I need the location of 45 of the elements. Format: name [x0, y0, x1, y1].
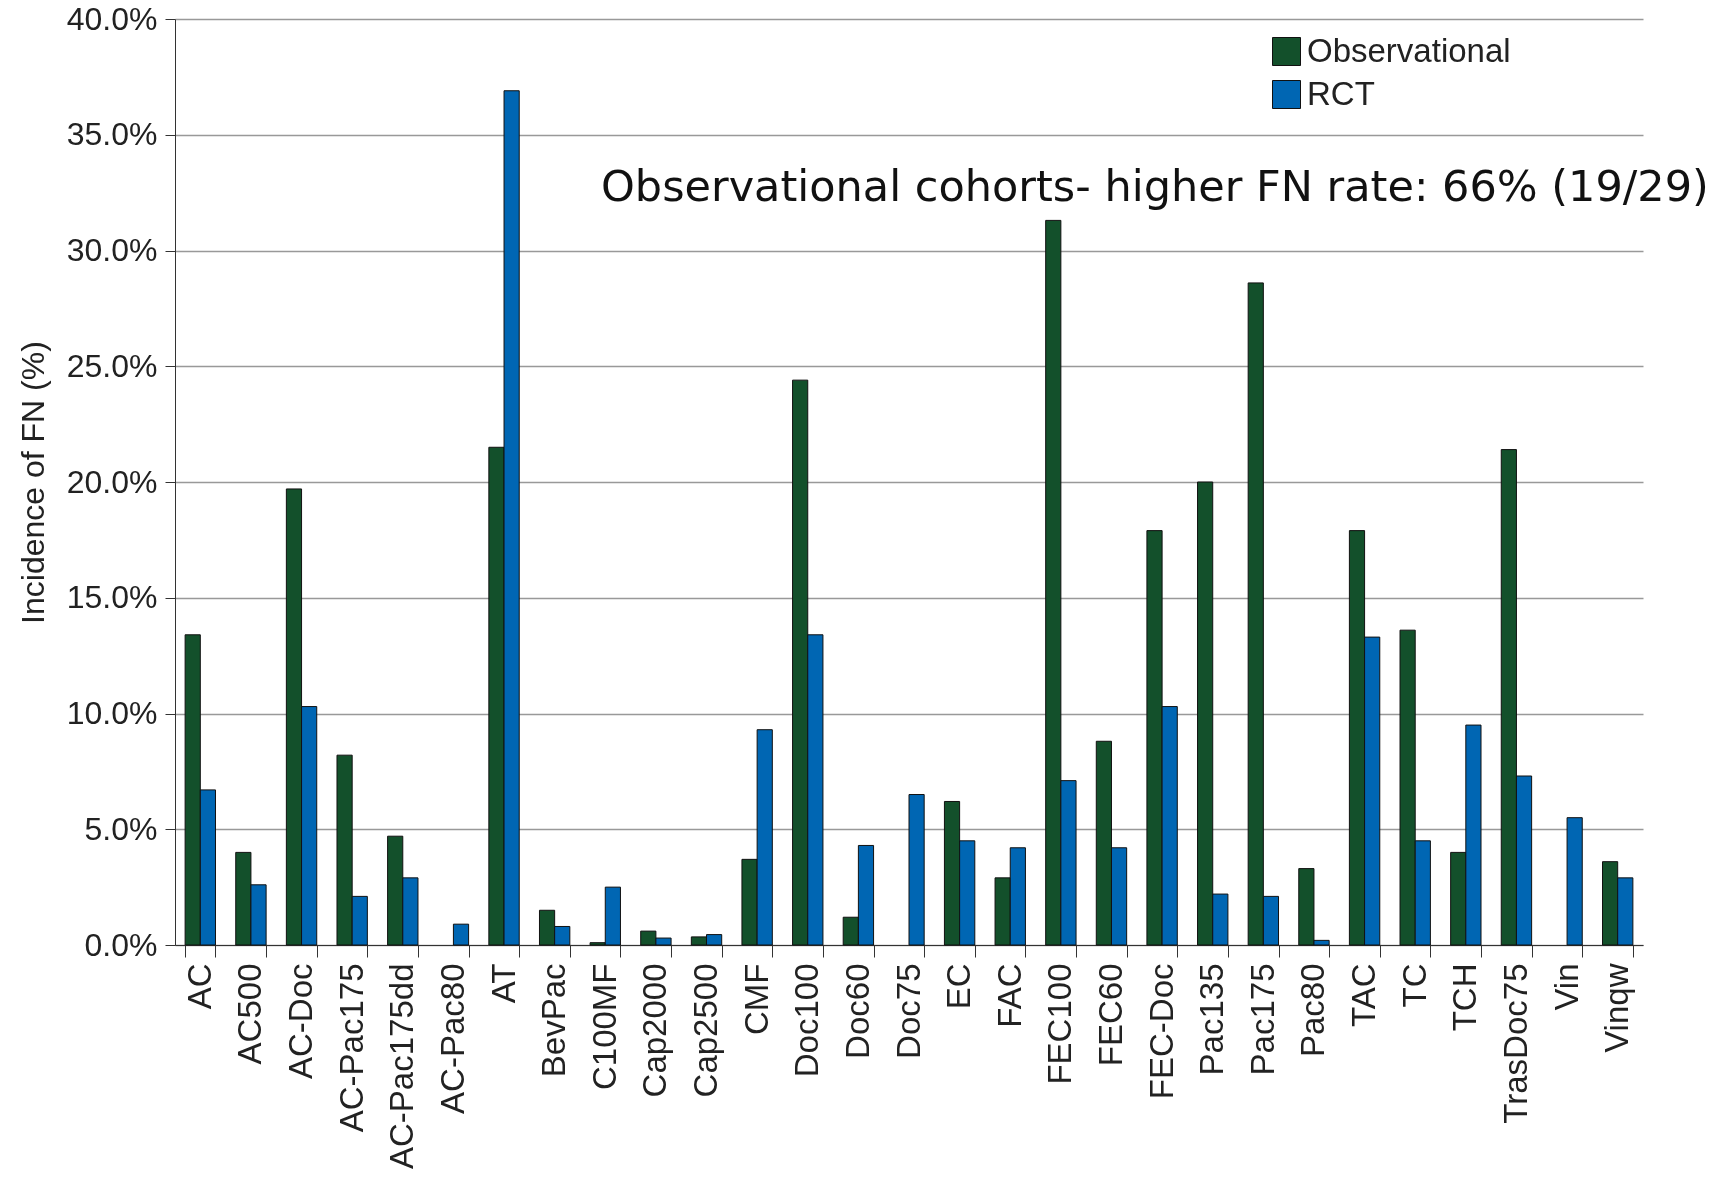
- y-axis-title: Incidence of FN (%): [14, 341, 51, 624]
- legend-label: Observational: [1307, 31, 1511, 69]
- x-tick-label: Vin: [1547, 963, 1585, 1011]
- y-tick-label: 0.0%: [84, 926, 158, 963]
- bar: [452, 923, 470, 946]
- x-tick-label: AC-Pac80: [433, 963, 471, 1114]
- x-tick-label: EC: [940, 963, 978, 1010]
- x-tick-label: Cap2500: [687, 963, 725, 1098]
- x-tick-label: AC500: [231, 963, 269, 1065]
- x-tick-label: BevPac: [535, 963, 573, 1078]
- x-tick-label: FEC100: [1041, 963, 1079, 1085]
- x-tick-label: TrasDoc75: [1496, 963, 1534, 1124]
- bar: [908, 794, 925, 946]
- x-tick-label: Doc75: [889, 963, 927, 1059]
- x-tick-label: Pac80: [1294, 963, 1332, 1058]
- x-tick-label: TC: [1395, 963, 1433, 1008]
- x-tick-label: CMF: [737, 963, 775, 1035]
- y-tick-label: 15.0%: [66, 579, 158, 616]
- y-tick-label: 30.0%: [66, 232, 158, 268]
- annotation: Observational cohorts- higher FN rate: 66% (19/29): [601, 161, 1709, 211]
- x-tick-label: Doc60: [838, 963, 876, 1059]
- x-tick-label: Pac135: [1193, 963, 1231, 1076]
- x-tick-label: Vinqw: [1598, 963, 1636, 1053]
- x-tick-label: TAC: [1345, 963, 1383, 1028]
- x-tick-label: C100MF: [585, 963, 623, 1091]
- x-tick-label: AC-Pac175dd: [383, 963, 421, 1169]
- y-tick-label: 20.0%: [66, 463, 158, 500]
- x-tick-label: AT: [484, 963, 522, 1004]
- bar: [1566, 817, 1583, 946]
- y-tick-label: 5.0%: [84, 810, 158, 847]
- x-tick-label: AC-Doc: [282, 963, 320, 1080]
- x-tick-label: FEC60: [1091, 963, 1129, 1067]
- y-tick-label: 35.0%: [66, 116, 158, 153]
- y-tick-label: 40.0%: [66, 0, 158, 37]
- x-tick-label: AC: [180, 963, 218, 1010]
- x-tick-label: Pac175: [1243, 963, 1281, 1076]
- x-tick-label: AC-Pac175: [332, 963, 370, 1133]
- x-tick-label: FEC-Doc: [1142, 963, 1180, 1100]
- legend-label: RCT: [1307, 74, 1375, 112]
- x-tick-label: Doc100: [788, 963, 826, 1078]
- x-tick-label: Cap2000: [636, 963, 674, 1098]
- x-tick-label: TCH: [1446, 963, 1484, 1032]
- y-tick-label: 25.0%: [66, 347, 158, 384]
- y-tick-label: 10.0%: [66, 695, 158, 731]
- x-tick-label: FAC: [990, 963, 1028, 1028]
